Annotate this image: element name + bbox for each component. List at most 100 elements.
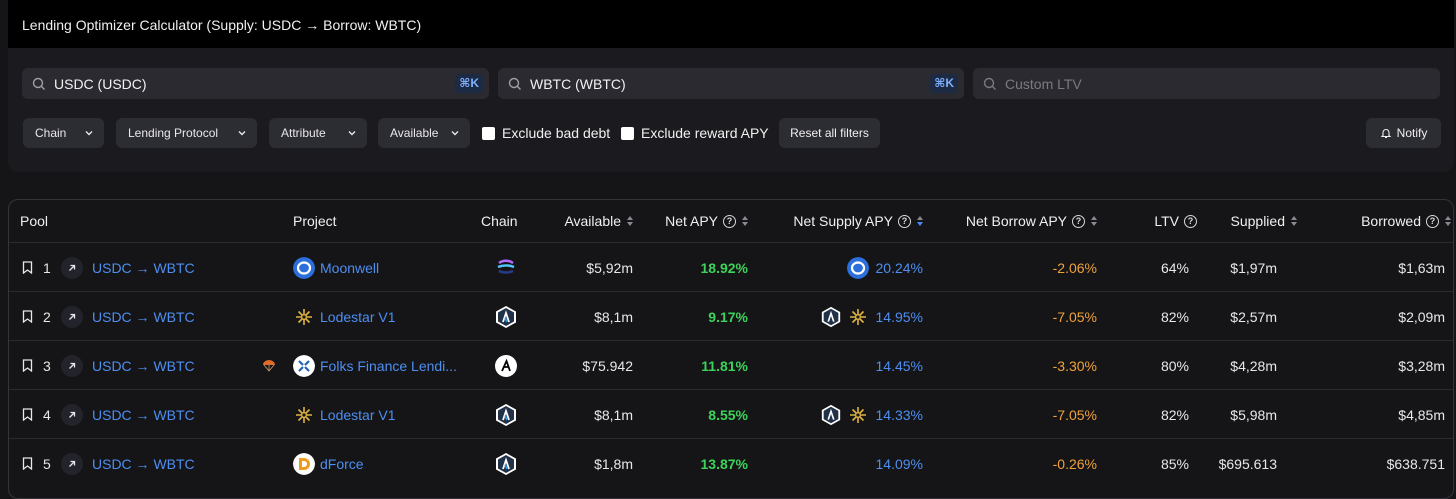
custom-ltv-placeholder: Custom LTV [1005, 75, 1082, 92]
column-borrowed-label: Borrowed [1361, 213, 1421, 229]
open-pool-button[interactable] [61, 256, 83, 279]
bookmark-icon[interactable] [22, 359, 33, 372]
custom-ltv-input[interactable]: Custom LTV [973, 68, 1440, 99]
ltv-cell: 80% [1160, 357, 1189, 374]
net-borrow-apy-cell: -7.05% [1052, 406, 1097, 423]
row-rank: 1 [43, 259, 51, 276]
airdrop-cell [262, 341, 276, 390]
search-icon [508, 77, 521, 90]
supplied-cell: $5,98m [1230, 406, 1277, 423]
net-supply-apy-value: 14.45% [875, 357, 923, 374]
project-link[interactable]: Moonwell [320, 259, 380, 276]
available-cell: $75.942 [582, 357, 633, 374]
table-row[interactable]: 5 USDC → WBTC dForce $1,8m 13.87% 14.09% -0.26… [9, 438, 1453, 487]
available-cell: $5,92m [586, 259, 633, 276]
bookmark-icon[interactable] [22, 408, 33, 421]
open-pool-button[interactable] [61, 354, 83, 377]
net-supply-apy-value: 14.33% [875, 406, 923, 423]
project-cell: Moonwell [293, 243, 379, 292]
pool-link[interactable]: USDC → WBTC [92, 308, 195, 325]
help-icon: ? [1072, 214, 1085, 228]
table-row[interactable]: 3 USDC → WBTC Folks Finance Lendi... $75.94… [9, 340, 1453, 389]
project-link[interactable]: Folks Finance Lendi... [320, 357, 457, 374]
airdrop-icon [263, 359, 275, 372]
column-net-apy[interactable]: Net APY? [665, 213, 748, 229]
moonwell-logo-icon [293, 256, 315, 279]
available-cell: $8,1m [594, 308, 633, 325]
exclude-bad-debt-checkbox[interactable]: Exclude bad debt [482, 125, 610, 141]
pool-link[interactable]: USDC → WBTC [92, 406, 195, 423]
checkbox-box[interactable] [621, 126, 634, 140]
net-supply-apy-value: 14.09% [875, 455, 923, 472]
net-apy-cell: 11.81% [701, 357, 748, 374]
net-apy-cell: 9.17% [708, 308, 748, 325]
row-rank: 2 [43, 308, 51, 325]
column-borrowed[interactable]: Borrowed? [1361, 213, 1451, 229]
sort-icon [917, 216, 923, 226]
reset-filters-button[interactable]: Reset all filters [779, 118, 880, 148]
lending-protocol-dropdown[interactable]: Lending Protocol [116, 118, 257, 148]
table-row[interactable]: 1 USDC → WBTC Moonwell $5,92m 18.92% 20.24% -2… [9, 242, 1453, 291]
supplied-cell: $4,28m [1230, 357, 1277, 374]
project-link[interactable]: Lodestar V1 [320, 308, 396, 325]
net-borrow-apy-cell: -0.26% [1052, 455, 1097, 472]
open-pool-button[interactable] [61, 452, 83, 475]
column-supplied-label: Supplied [1230, 213, 1286, 229]
column-net-borrow-apy[interactable]: Net Borrow APY? [966, 213, 1097, 229]
dforce-logo-icon [293, 452, 315, 475]
exclude-bad-debt-label: Exclude bad debt [502, 125, 611, 141]
available-dropdown[interactable]: Available [378, 118, 470, 148]
column-project[interactable]: Project [293, 213, 337, 229]
chain-dropdown[interactable]: Chain [23, 118, 104, 148]
bookmark-icon[interactable] [22, 457, 33, 470]
project-link[interactable]: dForce [320, 455, 364, 472]
open-pool-button[interactable] [61, 403, 83, 426]
chain-dropdown-label: Chain [35, 126, 67, 140]
exclude-reward-apy-checkbox[interactable]: Exclude reward APY [621, 125, 769, 141]
column-net-supply-apy[interactable]: Net Supply APY? [793, 213, 923, 229]
borrowed-cell: $2,09m [1398, 308, 1445, 325]
shortcut-badge: ⌘K [455, 74, 483, 93]
supplied-cell: $695.613 [1218, 455, 1277, 472]
attribute-dropdown[interactable]: Attribute [269, 118, 367, 148]
net-apy-cell: 13.87% [700, 455, 748, 472]
pool-cell: 1 USDC → WBTC [22, 243, 195, 292]
arbitrum-logo-icon [496, 403, 516, 426]
column-pool[interactable]: Pool [20, 213, 48, 229]
arbitrum-reward-icon [821, 404, 840, 425]
help-icon: ? [723, 214, 736, 228]
notify-button[interactable]: Notify [1366, 118, 1441, 148]
shortcut-badge: ⌘K [930, 74, 958, 93]
column-supplied[interactable]: Supplied [1230, 213, 1297, 229]
table-row[interactable]: 4 USDC → WBTC Lodestar V1 $8,1m 8.55% 14.33% -… [9, 389, 1453, 438]
project-cell: Lodestar V1 [293, 390, 396, 439]
bookmark-icon[interactable] [22, 261, 33, 274]
table-row[interactable]: 2 USDC → WBTC Lodestar V1 $8,1m 9.17% 14.95% -… [9, 291, 1453, 340]
pool-link[interactable]: USDC → WBTC [92, 259, 195, 276]
open-pool-button[interactable] [61, 305, 83, 328]
lodestar-logo-icon [296, 308, 312, 325]
project-cell: dForce [293, 439, 364, 488]
net-apy-cell: 8.55% [708, 406, 748, 423]
column-available[interactable]: Available [564, 213, 633, 229]
chevron-down-icon [451, 131, 459, 136]
project-link[interactable]: Lodestar V1 [320, 406, 396, 423]
column-chain[interactable]: Chain [481, 213, 518, 229]
lending-protocol-label: Lending Protocol [128, 126, 219, 140]
lodestar-logo-icon [849, 406, 866, 423]
borrow-token-search[interactable]: WBTC (WBTC) ⌘K [498, 68, 964, 99]
chain-logo-icon [497, 259, 515, 274]
chain-cell [495, 390, 517, 439]
column-ltv[interactable]: LTV? [1154, 213, 1197, 229]
pool-link[interactable]: USDC → WBTC [92, 455, 195, 472]
checkbox-box[interactable] [482, 126, 495, 140]
column-net-supply-apy-label: Net Supply APY [793, 213, 893, 229]
bookmark-icon[interactable] [22, 310, 33, 323]
supply-token-search[interactable]: USDC (USDC) ⌘K [22, 68, 489, 99]
sort-icon [1291, 216, 1297, 226]
pool-cell: 2 USDC → WBTC [22, 292, 195, 341]
table-header: Pool Project Chain Available Net APY? Ne… [9, 200, 1453, 242]
net-supply-apy-cell: 14.09% [874, 439, 923, 488]
net-borrow-apy-cell: -3.30% [1052, 357, 1097, 374]
pool-link[interactable]: USDC → WBTC [92, 357, 195, 374]
